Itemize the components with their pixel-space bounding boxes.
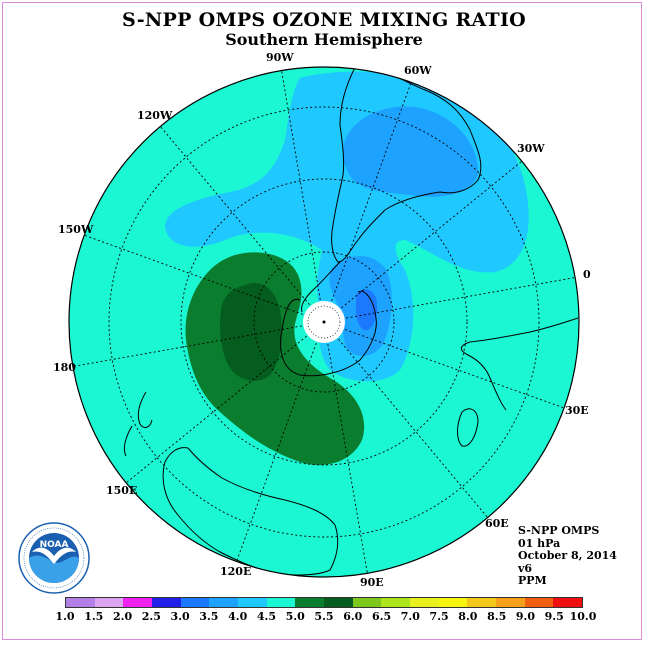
colorbar-tick-label: 8.0 xyxy=(458,610,478,623)
observation-date: October 8, 2014 xyxy=(518,549,617,562)
madagascar-coast xyxy=(457,408,479,447)
colorbar-swatch xyxy=(496,598,525,607)
colorbar-tick-label: 4.0 xyxy=(228,610,248,623)
colorbar-tick-label: 3.5 xyxy=(199,610,219,623)
colorbar-tick-label: 7.0 xyxy=(400,610,420,623)
product-version: v6 xyxy=(518,561,533,575)
colorbar-tick-label: 4.5 xyxy=(256,610,277,623)
colorbar-tick-label: 5.5 xyxy=(314,610,334,623)
colorbar-swatch xyxy=(410,598,439,607)
figure-frame xyxy=(2,2,642,640)
colorbar-swatch xyxy=(123,598,153,607)
colorbar-tick-label: 6.5 xyxy=(371,610,392,623)
latitude-circles xyxy=(108,106,540,538)
south-pole-marker xyxy=(322,320,326,324)
label-90w: 90W xyxy=(266,51,294,64)
label-180: 180 xyxy=(53,361,76,374)
colorbar-tick-label: 2.0 xyxy=(112,610,133,623)
label-120w: 120W xyxy=(137,109,173,122)
colorbar-tick-label: 9.5 xyxy=(544,610,564,623)
label-30w: 30W xyxy=(517,142,545,155)
map-boundary xyxy=(68,66,580,578)
colorbar-tick-label: 7.5 xyxy=(429,610,449,623)
pole-marker-ring xyxy=(307,305,341,339)
product-name: S-NPP OMPS xyxy=(518,524,600,537)
africa-coast xyxy=(461,317,579,411)
antarctica-coast xyxy=(280,290,377,377)
colorbar-swatch xyxy=(180,598,210,607)
colorbar-swatch xyxy=(324,598,353,607)
colorbar-swatch xyxy=(152,598,181,607)
colorbar-swatch xyxy=(94,598,124,607)
colorbar-tick-label: 1.0 xyxy=(55,610,75,623)
label-0: 0 xyxy=(583,268,591,281)
colorbar-tick-label: 2.5 xyxy=(141,610,161,623)
colorbar-swatch xyxy=(381,598,411,607)
label-120e: 120E xyxy=(220,565,251,578)
colorbar-swatch xyxy=(66,598,95,607)
product-info: S-NPP OMPS 01 hPa October 8, 2014 v6 PPM xyxy=(518,524,617,588)
new-zealand-coast xyxy=(123,391,153,457)
colorbar-tick-label: 10.0 xyxy=(569,610,597,623)
label-150e: 150E xyxy=(106,484,137,497)
ozone-region-3.0-3.5 xyxy=(356,289,378,331)
colorbar xyxy=(65,597,583,608)
colorbar-tick-label: 1.5 xyxy=(84,610,104,623)
colorbar-tick-label: 5.0 xyxy=(285,610,305,623)
colorbar-swatch xyxy=(266,598,296,607)
colorbar-tick-label: 9.0 xyxy=(515,610,536,623)
colorbar-swatch xyxy=(352,598,382,607)
ozone-region-5.5-6.0 xyxy=(220,282,282,381)
pressure-level: 01 hPa xyxy=(518,536,561,550)
noaa-logo: NOAA xyxy=(18,522,90,594)
colorbar-tick-label: 8.5 xyxy=(487,610,507,623)
label-90e: 90E xyxy=(360,576,384,589)
south-america-coast xyxy=(331,67,482,263)
ozone-region-3.5-4.0-north xyxy=(343,106,479,197)
label-30e: 30E xyxy=(565,404,589,417)
colorbar-tick-label: 6.0 xyxy=(343,610,363,623)
colorbar-swatch xyxy=(295,598,325,607)
colorbar-swatch xyxy=(524,598,554,607)
colorbar-swatch xyxy=(438,598,468,607)
coastlines xyxy=(123,67,579,576)
label-60e: 60E xyxy=(485,517,509,530)
meridian-labels: 90W 60W 30W 0 30E 60E 90E 120E 150E 180 … xyxy=(53,51,591,589)
meridian-lines xyxy=(69,67,579,577)
colorbar-swatch xyxy=(553,598,583,607)
colorbar-swatch xyxy=(467,598,497,607)
chart-title: S-NPP OMPS OZONE MIXING RATIO xyxy=(121,9,527,31)
chart-subtitle: Southern Hemisphere xyxy=(225,30,423,49)
label-60w: 60W xyxy=(404,64,432,77)
label-150w: 150W xyxy=(58,223,94,236)
antarctic-peninsula-coast xyxy=(301,261,341,313)
colorbar-swatch xyxy=(238,598,267,607)
australia-coast xyxy=(162,447,339,576)
logo-text: NOAA xyxy=(40,540,69,550)
colorbar-swatch xyxy=(209,598,239,607)
units-label: PPM xyxy=(518,574,547,587)
colorbar-tick-label: 3.0 xyxy=(170,610,190,623)
